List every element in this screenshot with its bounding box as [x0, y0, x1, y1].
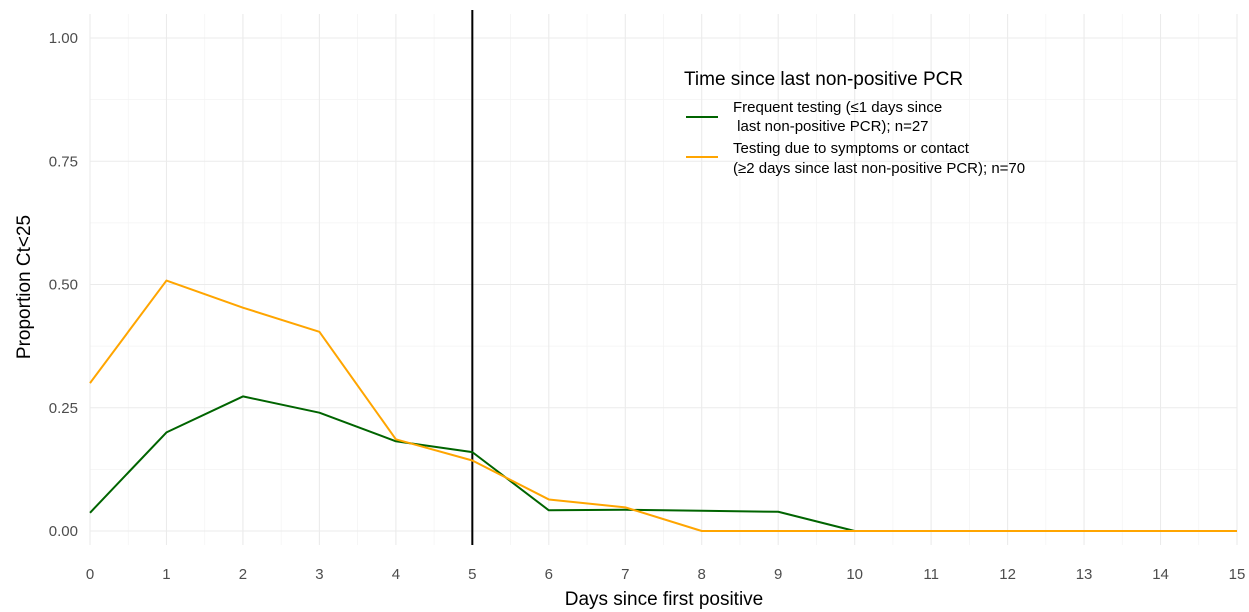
x-tick-label: 7	[621, 566, 629, 583]
legend: Time since last non-positive PCR Frequen…	[684, 69, 1025, 177]
series-group	[89, 279, 1237, 532]
legend-label-frequent-testing-line1: Frequent testing (≤1 days since	[733, 99, 942, 116]
y-tick-label: 0.25	[49, 400, 78, 417]
x-tick-label: 1	[162, 566, 170, 583]
y-tick-label: 1.00	[49, 30, 78, 47]
x-tick-label: 8	[698, 566, 706, 583]
legend-label-symptoms-contact-line1: Testing due to symptoms or contact	[733, 140, 970, 157]
x-tick-label: 4	[392, 566, 400, 583]
x-tick-label: 0	[86, 566, 94, 583]
y-tick-label: 0.75	[49, 153, 78, 170]
x-tick-label: 6	[545, 566, 553, 583]
series-line-1	[89, 279, 1237, 532]
x-tick-label: 2	[239, 566, 247, 583]
y-tick-label: 0.50	[49, 277, 78, 294]
x-tick-label: 12	[999, 566, 1016, 583]
x-tick-label: 14	[1152, 566, 1169, 583]
x-tick-label: 3	[315, 566, 323, 583]
x-tick-label: 10	[846, 566, 863, 583]
legend-title: Time since last non-positive PCR	[684, 69, 963, 90]
x-tick-label: 5	[468, 566, 476, 583]
x-tick-label: 11	[923, 566, 939, 583]
x-tick-label: 13	[1076, 566, 1093, 583]
y-tick-label: 0.00	[49, 523, 78, 540]
legend-label-frequent-testing-line2: last non-positive PCR); n=27	[733, 118, 929, 135]
x-tick-labels: 0 1 2 3 4 5 6 7 8 9 10 11 12 13 14 15	[86, 566, 1246, 583]
grid	[89, 14, 1238, 545]
y-axis-title: Proportion Ct<25	[14, 215, 35, 359]
x-tick-label: 15	[1229, 566, 1246, 583]
x-tick-label: 9	[774, 566, 782, 583]
x-axis-title: Days since first positive	[565, 589, 764, 610]
legend-label-symptoms-contact-line2: (≥2 days since last non-positive PCR); n…	[733, 160, 1025, 177]
y-tick-labels: 0.00 0.25 0.50 0.75 1.00	[49, 30, 78, 540]
